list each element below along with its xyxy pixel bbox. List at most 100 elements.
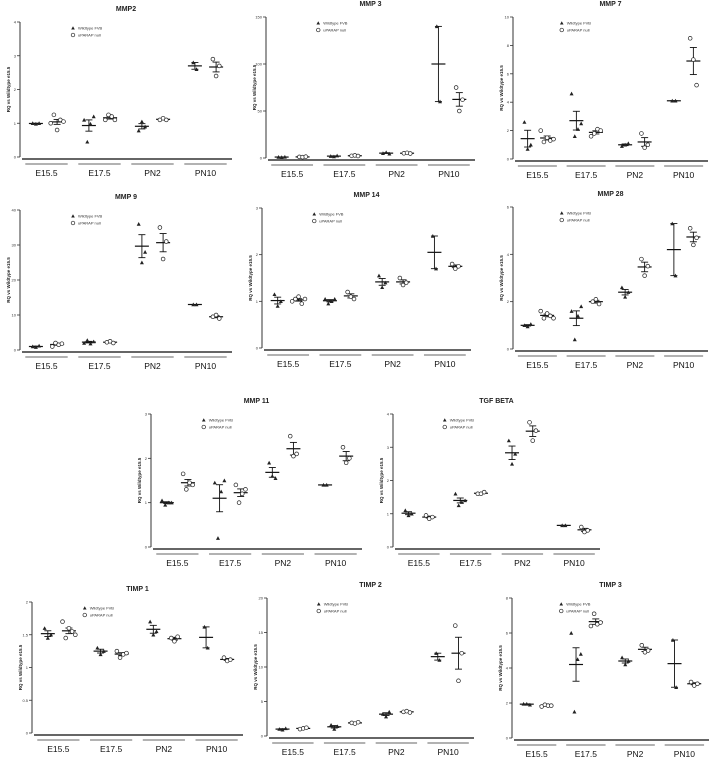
data-point-wildtype xyxy=(387,151,392,156)
data-point-null xyxy=(160,256,166,262)
x-category-label: E17.5 xyxy=(334,747,356,757)
data-point-null xyxy=(453,85,459,90)
legend-wildtype-marker xyxy=(82,606,87,610)
data-point-null xyxy=(456,678,461,684)
y-tick-label: 8 xyxy=(506,596,509,601)
data-point-null xyxy=(400,282,406,288)
y-tick-label: 2 xyxy=(26,600,29,605)
y-tick-label: 1 xyxy=(145,500,148,505)
data-point-wildtype xyxy=(212,480,217,485)
chart-title: MMP 11 xyxy=(244,398,270,405)
x-category-label: PN2 xyxy=(514,558,531,568)
legend-null-marker xyxy=(201,424,206,430)
x-category-label: PN10 xyxy=(195,361,217,371)
data-point-wildtype xyxy=(82,341,87,345)
data-point-null xyxy=(51,112,57,118)
data-point-wildtype xyxy=(139,260,144,265)
data-point-null xyxy=(639,131,644,136)
y-tick-label: 0 xyxy=(14,348,17,353)
legend-null-marker xyxy=(559,27,564,33)
y-tick-label: 100 xyxy=(255,62,262,67)
data-point-wildtype xyxy=(166,500,171,505)
data-point-null xyxy=(548,313,553,319)
data-point-wildtype xyxy=(575,657,580,661)
chart-title: TIMP 2 xyxy=(359,582,382,589)
data-point-wildtype xyxy=(278,299,283,304)
y-tick-label: 2 xyxy=(145,456,148,461)
legend-wildtype-label: Wildtype FVB xyxy=(450,418,475,423)
data-point-null xyxy=(541,315,547,321)
data-point-wildtype xyxy=(205,645,210,650)
data-point-null xyxy=(210,56,216,62)
legend-null-marker xyxy=(559,217,564,223)
data-point-wildtype xyxy=(85,139,90,144)
data-point-wildtype xyxy=(528,142,533,147)
data-point-wildtype xyxy=(569,631,574,635)
data-point-wildtype xyxy=(525,147,530,151)
data-point-wildtype xyxy=(560,523,565,528)
data-point-null xyxy=(355,153,361,159)
legend-null-label: uPARAP null xyxy=(90,613,113,618)
data-point-null xyxy=(164,117,169,123)
data-point-null xyxy=(645,263,651,269)
legend-wildtype-label: Wildtype FVB xyxy=(566,602,591,607)
data-point-null xyxy=(221,655,227,660)
data-point-wildtype xyxy=(329,722,334,727)
y-tick-label: 0 xyxy=(506,736,509,741)
data-point-wildtype xyxy=(98,652,103,657)
data-point-wildtype xyxy=(45,636,50,640)
data-point-null xyxy=(423,513,429,518)
chart-panel-9: TIMP 2 0 5 10 15 20 RQ vs Wildtype e15.5 E15.5 E… xyxy=(253,582,474,757)
data-point-wildtype xyxy=(323,297,328,301)
data-point-null xyxy=(175,634,180,639)
data-point-null xyxy=(538,308,543,314)
chart-panel-6: MMP 11 0 1 2 3 RQ vs Wildtype e15.5 E15.5 E17.5… xyxy=(137,398,362,568)
y-tick-label: 1 xyxy=(387,511,390,516)
y-tick-label: 6 xyxy=(506,631,509,636)
x-category-label: E15.5 xyxy=(526,170,548,180)
legend-null-label: uPARAP null xyxy=(567,28,590,33)
data-point-null xyxy=(590,299,595,304)
data-point-wildtype xyxy=(101,649,106,653)
y-axis-label: RQ vs Wildtype e15.5 xyxy=(137,457,142,503)
data-point-wildtype xyxy=(572,337,577,342)
data-point-null xyxy=(453,266,458,271)
data-point-wildtype xyxy=(670,638,675,642)
x-category-label: E17.5 xyxy=(333,169,355,179)
data-point-wildtype xyxy=(459,500,464,504)
y-tick-label: 10 xyxy=(505,15,510,20)
data-point-wildtype xyxy=(623,662,628,667)
data-point-null xyxy=(541,139,547,145)
data-point-wildtype xyxy=(527,702,532,707)
chart-title: MMP 14 xyxy=(354,192,380,199)
data-point-null xyxy=(533,428,539,433)
y-tick-label: 4 xyxy=(387,412,390,417)
data-point-null xyxy=(404,280,409,285)
y-tick-label: 2 xyxy=(507,299,510,304)
data-point-null xyxy=(351,296,357,302)
data-point-null xyxy=(172,639,177,644)
data-point-null xyxy=(340,445,346,450)
data-point-wildtype xyxy=(575,127,580,131)
data-point-wildtype xyxy=(383,280,388,285)
y-tick-label: 4 xyxy=(506,666,509,671)
x-category-label: PN10 xyxy=(206,744,228,754)
legend-null-label: uPARAP null xyxy=(324,609,347,614)
x-category-label: PN2 xyxy=(627,749,644,759)
data-point-wildtype xyxy=(163,502,168,507)
y-tick-label: 3 xyxy=(387,445,390,450)
x-category-label: E15.5 xyxy=(526,360,548,370)
y-axis-label: RQ vs Wildtype e15.5 xyxy=(18,644,23,690)
x-category-label: E15.5 xyxy=(408,558,430,568)
data-point-null xyxy=(48,120,53,126)
data-point-null xyxy=(453,623,458,628)
data-point-null xyxy=(347,456,352,461)
data-point-wildtype xyxy=(91,339,96,344)
data-point-wildtype xyxy=(272,292,277,297)
chart-panel-10: TIMP 3 0 2 4 6 8 RQ vs Wildtype e15.5 E15.5 E17.… xyxy=(498,582,709,759)
data-point-wildtype xyxy=(273,476,278,480)
y-tick-label: 6 xyxy=(507,205,510,210)
data-point-null xyxy=(596,301,602,307)
data-point-wildtype xyxy=(277,727,282,731)
legend-wildtype-label: Wildtype FVB xyxy=(209,418,234,423)
